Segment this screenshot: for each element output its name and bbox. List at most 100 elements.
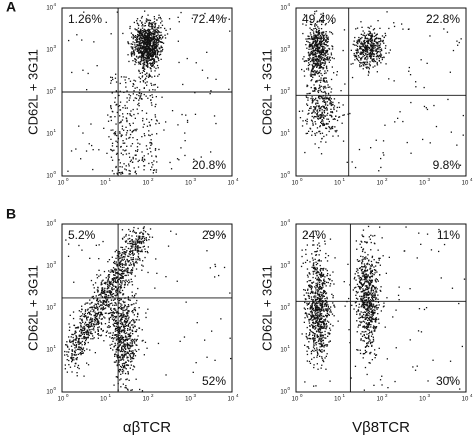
dot (447, 98, 449, 101)
dot (144, 48, 146, 50)
dot (328, 321, 330, 323)
dot (155, 50, 157, 52)
dot (383, 42, 385, 44)
dot (126, 268, 128, 270)
dot (140, 42, 142, 45)
dot (124, 79, 126, 81)
dot (372, 50, 374, 52)
dot (124, 282, 126, 284)
dot (130, 145, 132, 147)
dot (310, 107, 312, 110)
dot (326, 325, 328, 327)
dot (325, 355, 327, 357)
dot (122, 238, 124, 240)
dot (311, 74, 313, 76)
dot (138, 327, 141, 329)
dot (323, 290, 325, 292)
dot (111, 142, 114, 144)
dot (325, 52, 327, 54)
dot (420, 59, 422, 61)
dot (315, 349, 317, 352)
dot (158, 54, 161, 56)
dot (375, 48, 377, 51)
dot (153, 169, 156, 171)
dot (155, 42, 157, 44)
dot (87, 341, 89, 344)
dot (124, 248, 126, 250)
dot (157, 342, 160, 345)
dot (310, 305, 312, 307)
dot (150, 67, 152, 70)
dot (109, 312, 112, 314)
dot (134, 170, 137, 172)
dot (318, 75, 320, 77)
dot (115, 249, 118, 251)
dot (81, 39, 83, 41)
dot (104, 304, 107, 306)
dot (139, 72, 141, 74)
dot (115, 322, 117, 324)
dot (128, 123, 131, 125)
dot (165, 276, 167, 278)
dot (309, 332, 311, 334)
dot (369, 38, 372, 40)
dot (360, 58, 362, 60)
dot (158, 122, 160, 124)
dot (306, 47, 308, 49)
dot (136, 37, 139, 39)
dot (90, 310, 92, 312)
dot (316, 62, 319, 64)
dot (318, 348, 321, 351)
dot (104, 283, 107, 285)
dot (156, 64, 159, 67)
dot (371, 49, 374, 51)
dot (323, 79, 325, 82)
dot (305, 298, 307, 300)
dot (319, 308, 321, 310)
dot (144, 41, 147, 44)
dot (329, 86, 331, 88)
dot (125, 279, 127, 281)
dot (313, 340, 315, 342)
dot (373, 43, 375, 45)
dot (125, 387, 127, 389)
dot (148, 37, 150, 39)
dot (320, 62, 322, 64)
quadrant-percent: 52% (202, 374, 226, 388)
dot (322, 120, 324, 122)
dot (141, 15, 143, 18)
dot (323, 279, 325, 282)
dot (327, 281, 329, 284)
dot (82, 352, 84, 354)
dot (122, 300, 124, 302)
dot (143, 245, 145, 247)
dot (324, 280, 326, 282)
dot (139, 33, 141, 35)
dot (131, 250, 133, 252)
dot (326, 316, 328, 318)
dot (308, 55, 311, 57)
dot (156, 38, 159, 40)
dot (130, 270, 132, 272)
dot (312, 90, 314, 92)
dot (86, 316, 88, 318)
dot (141, 21, 143, 23)
dot (132, 48, 134, 50)
dot (121, 366, 123, 368)
dot (331, 48, 334, 50)
dot (122, 263, 124, 266)
dot (380, 39, 382, 41)
dot (98, 322, 100, 324)
dot (326, 114, 328, 116)
dot (322, 21, 324, 23)
dot (141, 159, 143, 161)
dot (313, 33, 315, 35)
dot (99, 311, 101, 313)
dot (168, 18, 171, 20)
y-tick-exponent: 0 (54, 170, 57, 175)
dot (186, 119, 189, 122)
dot (433, 104, 435, 107)
dot (123, 353, 125, 355)
dot (311, 112, 313, 114)
dot (138, 94, 140, 97)
